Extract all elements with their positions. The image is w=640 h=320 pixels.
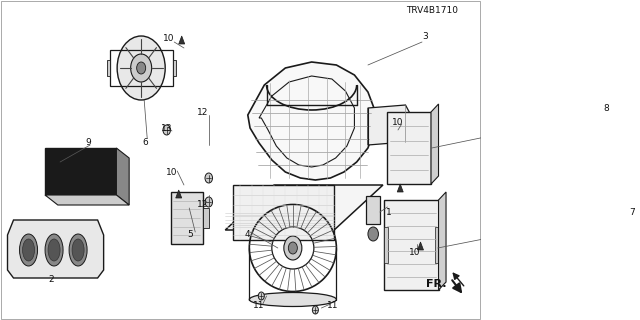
Polygon shape	[116, 148, 129, 205]
Text: 11: 11	[327, 301, 339, 310]
Text: 1: 1	[386, 207, 392, 217]
Polygon shape	[368, 105, 409, 145]
Polygon shape	[179, 36, 185, 44]
Ellipse shape	[22, 239, 35, 261]
Bar	[435, 227, 438, 263]
Polygon shape	[233, 185, 334, 240]
Ellipse shape	[48, 239, 60, 261]
Text: 10: 10	[409, 247, 420, 257]
Text: 9: 9	[86, 138, 92, 147]
Ellipse shape	[250, 292, 337, 307]
Circle shape	[205, 173, 212, 183]
Text: 10: 10	[163, 34, 175, 43]
Bar	[387, 112, 431, 184]
Text: 10: 10	[392, 117, 404, 126]
Ellipse shape	[45, 234, 63, 266]
Polygon shape	[397, 184, 403, 192]
Bar	[172, 192, 203, 244]
Circle shape	[368, 227, 378, 241]
Text: 5: 5	[187, 229, 193, 238]
Polygon shape	[45, 148, 116, 195]
Bar	[367, 196, 380, 224]
Polygon shape	[225, 185, 383, 230]
Circle shape	[289, 242, 298, 254]
Bar	[385, 200, 438, 290]
Text: 7: 7	[629, 207, 635, 217]
Ellipse shape	[69, 234, 87, 266]
Text: 10: 10	[166, 167, 177, 177]
Text: TRV4B1710: TRV4B1710	[406, 5, 458, 14]
Text: 6: 6	[142, 138, 148, 147]
Circle shape	[312, 306, 318, 314]
Text: 11: 11	[253, 301, 265, 310]
Polygon shape	[438, 192, 446, 290]
Text: 13: 13	[161, 124, 172, 132]
Text: 3: 3	[422, 31, 428, 41]
Polygon shape	[45, 195, 129, 205]
Circle shape	[137, 62, 146, 74]
Circle shape	[163, 125, 170, 135]
Ellipse shape	[72, 239, 84, 261]
Polygon shape	[8, 220, 104, 278]
Circle shape	[284, 236, 302, 260]
Bar	[107, 60, 109, 76]
Circle shape	[259, 292, 264, 300]
Polygon shape	[248, 62, 374, 180]
Bar	[385, 227, 388, 263]
Polygon shape	[176, 190, 182, 198]
Text: 2: 2	[48, 276, 54, 284]
Polygon shape	[431, 104, 438, 184]
Text: 4: 4	[245, 229, 251, 238]
Circle shape	[205, 197, 212, 207]
Ellipse shape	[20, 234, 38, 266]
Text: 8: 8	[604, 103, 610, 113]
Bar	[203, 208, 209, 228]
Text: 12: 12	[197, 199, 209, 209]
Circle shape	[117, 36, 165, 100]
Polygon shape	[417, 242, 424, 250]
Bar	[173, 60, 176, 76]
Text: 12: 12	[197, 108, 209, 116]
Circle shape	[131, 54, 152, 82]
Text: FR.: FR.	[426, 279, 447, 289]
